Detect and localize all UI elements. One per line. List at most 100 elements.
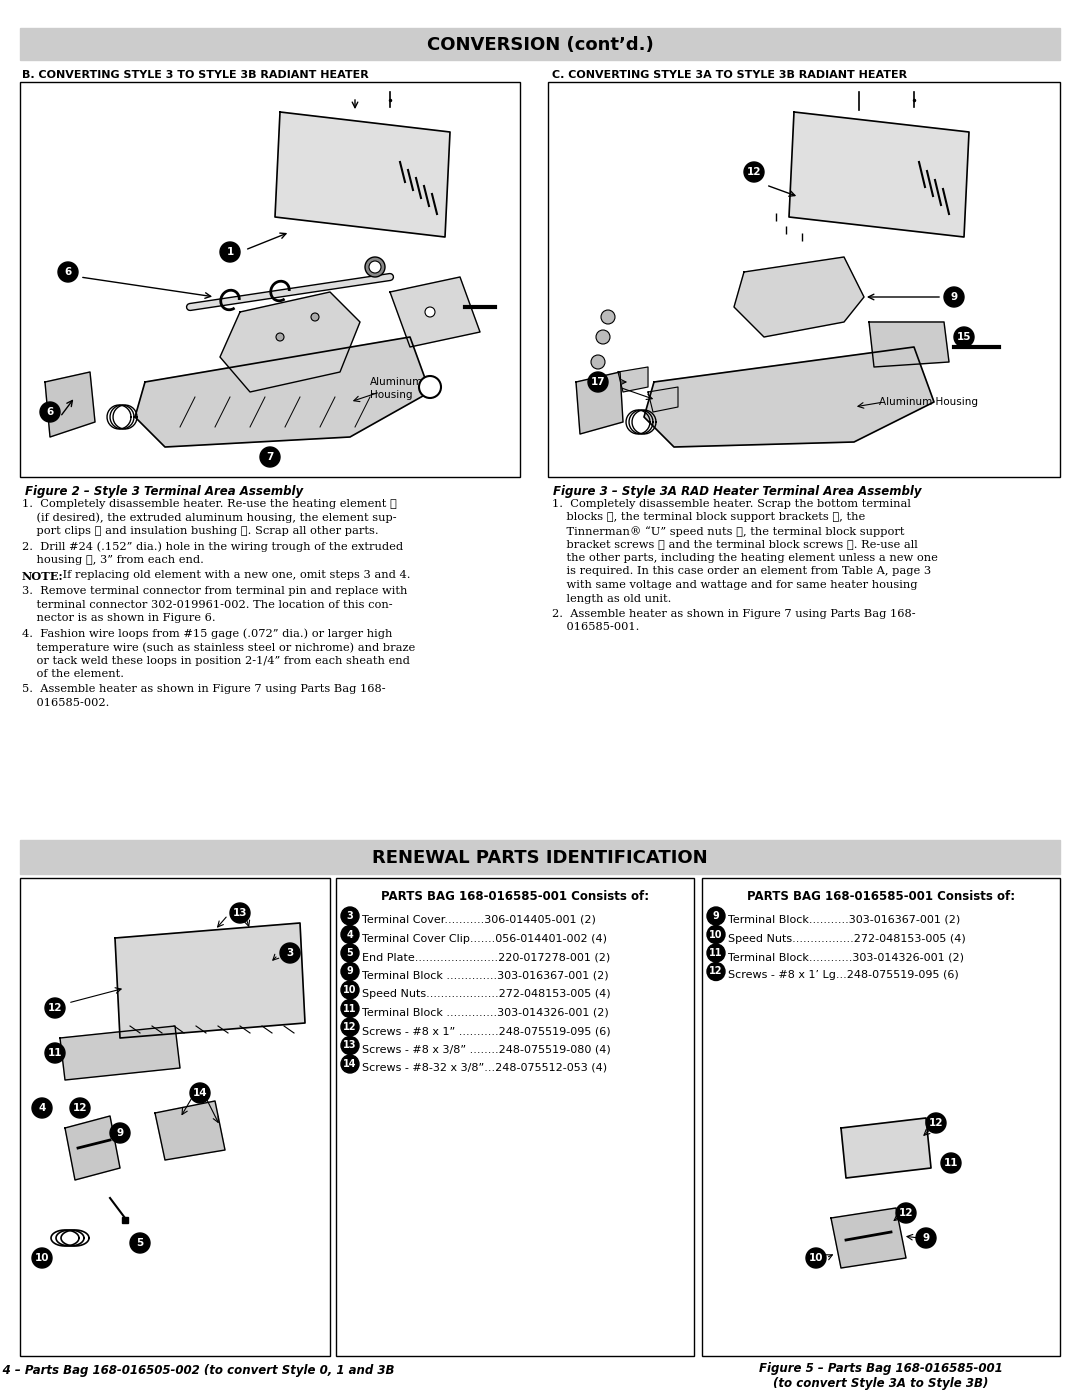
Text: A: A	[426, 381, 434, 393]
Circle shape	[341, 999, 359, 1017]
Circle shape	[276, 332, 284, 341]
Circle shape	[588, 372, 608, 393]
Polygon shape	[45, 372, 95, 437]
Text: Terminal Cover Clip.......056-014401-002 (4): Terminal Cover Clip.......056-014401-002…	[362, 933, 607, 943]
Circle shape	[341, 963, 359, 981]
Text: End Plate.......................220-017278-001 (2): End Plate.......................220-0172…	[362, 951, 610, 963]
Text: is required. In this case order an element from Table A, page 3: is required. In this case order an eleme…	[552, 567, 931, 577]
Circle shape	[58, 263, 78, 282]
Text: 13: 13	[233, 908, 247, 918]
Circle shape	[341, 1055, 359, 1073]
Polygon shape	[831, 1208, 906, 1268]
Text: Screws - #8 x 3/8” ........248-075519-080 (4): Screws - #8 x 3/8” ........248-075519-08…	[362, 1045, 611, 1055]
Circle shape	[954, 327, 974, 346]
Text: Terminal Block............303-014326-001 (2): Terminal Block............303-014326-001…	[728, 951, 964, 963]
Polygon shape	[114, 923, 305, 1038]
Circle shape	[596, 330, 610, 344]
Text: 1: 1	[227, 247, 233, 257]
Circle shape	[426, 307, 435, 317]
Text: If replacing old element with a new one, omit steps 3 and 4.: If replacing old element with a new one,…	[59, 570, 410, 581]
Text: Speed Nuts.................272-048153-005 (4): Speed Nuts.................272-048153-00…	[728, 933, 966, 943]
Circle shape	[707, 944, 725, 963]
Circle shape	[45, 1044, 65, 1063]
Circle shape	[70, 1098, 90, 1118]
Text: Screws - #8 x 1” ...........248-075519-095 (6): Screws - #8 x 1” ...........248-075519-0…	[362, 1025, 610, 1037]
Text: or tack weld these loops in position 2-1/4” from each sheath end: or tack weld these loops in position 2-1…	[22, 655, 410, 665]
Text: housing Ⓐ, 3” from each end.: housing Ⓐ, 3” from each end.	[22, 555, 204, 564]
Text: 13: 13	[343, 1041, 356, 1051]
Circle shape	[220, 242, 240, 263]
Circle shape	[707, 925, 725, 943]
Text: 3: 3	[347, 911, 353, 921]
Text: 6: 6	[65, 267, 71, 277]
Text: 3: 3	[286, 949, 294, 958]
Bar	[702, 877, 1059, 1356]
Circle shape	[40, 402, 60, 422]
Circle shape	[45, 997, 65, 1018]
Text: 3.  Remove terminal connector from terminal pin and replace with: 3. Remove terminal connector from termin…	[22, 585, 407, 597]
Text: Figure 5 – Parts Bag 168-016585-001: Figure 5 – Parts Bag 168-016585-001	[759, 1362, 1003, 1375]
Circle shape	[944, 286, 964, 307]
Text: with same voltage and wattage and for same heater housing: with same voltage and wattage and for sa…	[552, 580, 918, 590]
Text: PARTS BAG 168-016585-001 Consists of:: PARTS BAG 168-016585-001 Consists of:	[381, 890, 649, 902]
Text: 15: 15	[957, 332, 971, 342]
Text: 4: 4	[38, 1104, 45, 1113]
Circle shape	[32, 1098, 52, 1118]
Circle shape	[341, 981, 359, 999]
Circle shape	[341, 925, 359, 943]
Text: temperature wire (such as stainless steel or nichrome) and braze: temperature wire (such as stainless stee…	[22, 643, 415, 652]
Text: bracket screws ⑯ and the terminal block screws ⑬. Re-use all: bracket screws ⑯ and the terminal block …	[552, 539, 918, 549]
Text: 5: 5	[136, 1238, 144, 1248]
Text: Screws - #8-32 x 3/8”...248-075512-053 (4): Screws - #8-32 x 3/8”...248-075512-053 (…	[362, 1063, 607, 1073]
Text: 6: 6	[46, 407, 54, 416]
Text: 14: 14	[192, 1088, 207, 1098]
Polygon shape	[618, 367, 648, 393]
Text: 14: 14	[343, 1059, 356, 1069]
Circle shape	[419, 376, 441, 398]
Circle shape	[896, 1203, 916, 1222]
Text: 1.  Completely disassemble heater. Scrap the bottom terminal: 1. Completely disassemble heater. Scrap …	[552, 499, 910, 509]
Text: the other parts, including the heating element unless a new one: the other parts, including the heating e…	[552, 553, 937, 563]
Circle shape	[369, 261, 381, 272]
Text: 12: 12	[72, 1104, 87, 1113]
Circle shape	[591, 355, 605, 369]
Circle shape	[311, 313, 319, 321]
Bar	[21, 28, 1059, 60]
Circle shape	[341, 944, 359, 963]
Text: Terminal Block ..............303-014326-001 (2): Terminal Block ..............303-014326-…	[362, 1007, 609, 1017]
Text: (to convert Style 3A to Style 3B): (to convert Style 3A to Style 3B)	[773, 1377, 988, 1390]
Text: PARTS BAG 168-016585-001 Consists of:: PARTS BAG 168-016585-001 Consists of:	[747, 890, 1015, 902]
Text: 9: 9	[713, 911, 719, 921]
Polygon shape	[576, 372, 623, 434]
Polygon shape	[60, 1025, 180, 1080]
Circle shape	[280, 943, 300, 963]
Polygon shape	[789, 112, 969, 237]
Text: Terminal Block...........303-016367-001 (2): Terminal Block...........303-016367-001 …	[728, 915, 960, 925]
Text: CONVERSION (cont’d.): CONVERSION (cont’d.)	[427, 36, 653, 54]
Text: Terminal Block ..............303-016367-001 (2): Terminal Block ..............303-016367-…	[362, 971, 609, 981]
Text: Screws - #8 x 1’ Lg...248-075519-095 (6): Screws - #8 x 1’ Lg...248-075519-095 (6)	[728, 971, 959, 981]
Text: 12: 12	[746, 168, 761, 177]
Text: Housing: Housing	[370, 390, 413, 400]
Circle shape	[707, 907, 725, 925]
Text: port clips ⑧ and insulation bushing ⑦. Scrap all other parts.: port clips ⑧ and insulation bushing ⑦. S…	[22, 527, 379, 536]
Text: 11: 11	[944, 1158, 958, 1168]
Bar	[548, 82, 1059, 476]
Bar	[21, 877, 330, 1356]
Text: 2.  Drill #24 (.152” dia.) hole in the wiring trough of the extruded: 2. Drill #24 (.152” dia.) hole in the wi…	[22, 542, 403, 552]
Text: 11: 11	[710, 949, 723, 958]
Text: 12: 12	[48, 1003, 63, 1013]
Text: Figure 2 – Style 3 Terminal Area Assembly: Figure 2 – Style 3 Terminal Area Assembl…	[25, 485, 303, 497]
Text: 9: 9	[922, 1234, 930, 1243]
Text: Speed Nuts....................272-048153-005 (4): Speed Nuts....................272-048153…	[362, 989, 610, 999]
Bar	[21, 82, 519, 476]
Text: 1.  Completely disassemble heater. Re-use the heating element ①: 1. Completely disassemble heater. Re-use…	[22, 499, 396, 509]
Text: 5: 5	[347, 949, 353, 958]
Text: 016585-002.: 016585-002.	[22, 698, 109, 708]
Text: 10: 10	[35, 1253, 50, 1263]
Text: Aluminum Housing: Aluminum Housing	[879, 397, 978, 407]
Circle shape	[32, 1248, 52, 1268]
Text: 17: 17	[591, 377, 605, 387]
Circle shape	[916, 1228, 936, 1248]
Circle shape	[190, 1083, 210, 1104]
